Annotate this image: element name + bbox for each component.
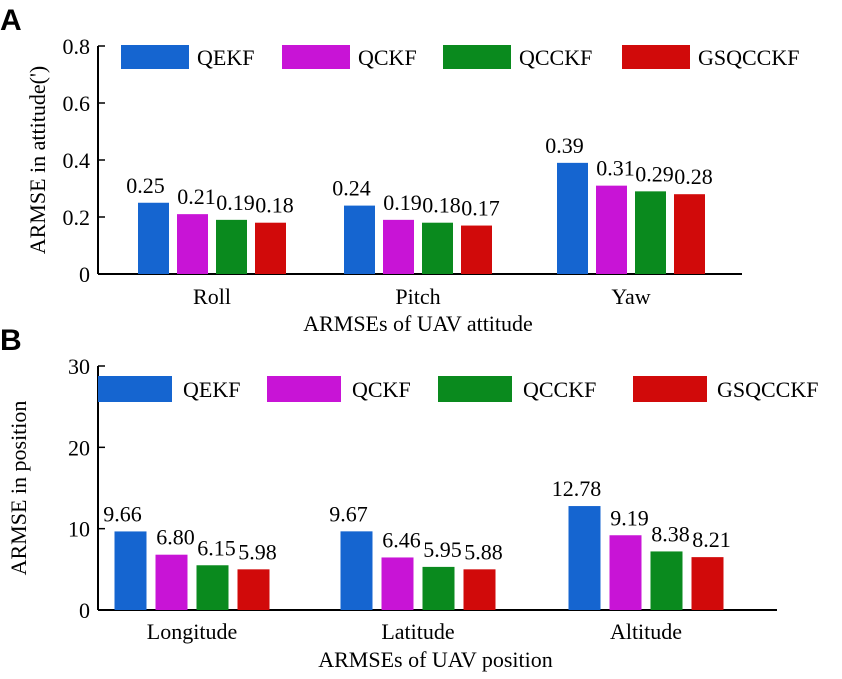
legend-swatch-gsqcckf: [622, 45, 690, 69]
x-tick-label: Altitude: [610, 619, 682, 644]
y-tick-label: 20: [68, 435, 90, 460]
y-tick-label: 30: [68, 354, 90, 379]
data-label: 6.46: [382, 527, 421, 552]
bar-gsqcckf: [463, 569, 496, 610]
data-label: 0.19: [383, 190, 422, 215]
data-label: 0.29: [635, 161, 674, 186]
data-label: 0.31: [596, 156, 635, 181]
y-axis-title: ARMSE in position: [6, 401, 31, 576]
bar-qcckf: [635, 191, 666, 274]
bar-gsqcckf: [255, 222, 286, 274]
bar-qcckf: [196, 565, 229, 610]
data-label: 6.15: [197, 535, 236, 560]
data-label: 9.19: [610, 505, 649, 530]
data-label: 9.67: [329, 501, 368, 526]
bar-qckf: [383, 219, 414, 274]
bar-qekf: [568, 506, 601, 610]
bar-gsqcckf: [691, 557, 724, 610]
bar-qcckf: [216, 219, 247, 274]
data-label: 0.18: [422, 193, 461, 218]
legend-label-qekf: QEKF: [183, 377, 240, 402]
panel-b: B 0 10 20 30 ARMSE in position Longitude Latitu…: [0, 324, 818, 672]
legend-label-qckf: QCKF: [352, 377, 411, 402]
legend-label-gsqcckf: GSQCCKF: [698, 45, 799, 70]
data-label: 0.28: [674, 164, 713, 189]
y-tick-label: 0: [79, 262, 90, 287]
legend-swatch-gsqcckf: [633, 376, 707, 402]
x-tick-label: Latitude: [381, 619, 454, 644]
bar-qcckf: [422, 222, 453, 274]
x-axis-title: ARMSEs of UAV position: [318, 647, 553, 672]
data-label: 0.19: [216, 190, 255, 215]
bar-qekf: [344, 205, 375, 274]
x-axis-title: ARMSEs of UAV attitude: [303, 311, 533, 336]
legend-swatch-qekf: [98, 376, 172, 402]
y-tick-label: 0.8: [63, 34, 91, 59]
bar-qckf: [155, 554, 188, 610]
x-tick-label: Roll: [193, 284, 231, 309]
bar-qcckf: [650, 551, 683, 610]
data-label: 0.18: [255, 193, 294, 218]
y-tick-label: 10: [68, 517, 90, 542]
data-label: 8.38: [651, 521, 690, 546]
data-label: 12.78: [552, 476, 602, 501]
legend-swatch-qcckf: [438, 376, 512, 402]
legend-swatch-qcckf: [443, 45, 511, 69]
legend-label-qekf: QEKF: [197, 45, 254, 70]
y-axis-title: ARMSE in attitude('): [25, 66, 50, 255]
data-label: 0.24: [332, 176, 371, 201]
data-label: 5.95: [423, 537, 462, 562]
bar-qekf: [114, 531, 147, 610]
panel-label: A: [0, 4, 22, 37]
data-label: 5.88: [464, 539, 503, 564]
bar-qcckf: [422, 566, 455, 610]
x-tick-label: Longitude: [147, 619, 237, 644]
legend-swatch-qekf: [121, 45, 189, 69]
bar-qckf: [177, 214, 208, 274]
legend-label-gsqcckf: GSQCCKF: [717, 377, 818, 402]
legend-label-qcckf: QCCKF: [519, 45, 592, 70]
data-label: 0.21: [177, 184, 216, 209]
data-label: 9.66: [103, 501, 142, 526]
y-tick-label: 0: [79, 598, 90, 623]
bar-qekf: [138, 202, 169, 274]
data-label: 0.17: [461, 196, 500, 221]
legend-label-qckf: QCKF: [358, 45, 417, 70]
bar-qckf: [609, 535, 642, 610]
legend-label-qcckf: QCCKF: [523, 377, 596, 402]
bar-qekf: [340, 531, 373, 610]
y-tick-label: 0.2: [63, 205, 91, 230]
bar-gsqcckf: [461, 225, 492, 274]
legend-swatch-qckf: [267, 376, 341, 402]
x-tick-label: Yaw: [611, 284, 650, 309]
x-tick-label: Pitch: [395, 284, 440, 309]
data-label: 5.98: [238, 539, 277, 564]
y-tick-label: 0.6: [63, 91, 91, 116]
panel-label: B: [0, 324, 22, 357]
y-tick-label: 0.4: [63, 148, 91, 173]
legend-swatch-qckf: [282, 45, 350, 69]
panel-a: A 0 0.2 0.4 0.6 0.8 ARMSE in attitude(') Roll Pi…: [0, 4, 799, 336]
data-label: 6.80: [156, 525, 195, 550]
bar-gsqcckf: [674, 194, 705, 274]
data-label: 0.39: [545, 133, 584, 158]
bar-gsqcckf: [237, 569, 270, 610]
bar-qckf: [381, 557, 414, 610]
bar-qckf: [596, 185, 627, 274]
data-label: 8.21: [692, 527, 731, 552]
bar-qekf: [557, 162, 588, 274]
data-label: 0.25: [126, 173, 165, 198]
